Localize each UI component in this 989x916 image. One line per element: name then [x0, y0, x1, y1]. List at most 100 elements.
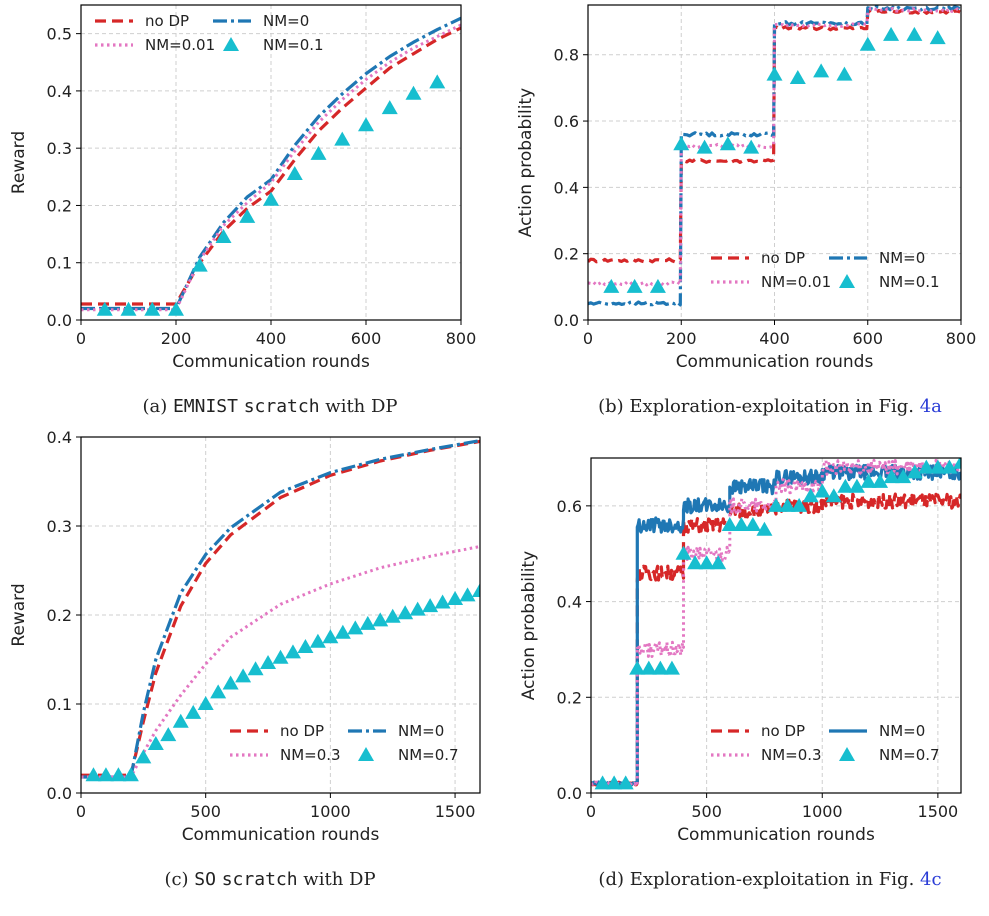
- marker-NM=0.7: [447, 590, 464, 605]
- marker-NM=0.1: [743, 139, 760, 154]
- x-tick-label: 1000: [802, 802, 843, 821]
- marker-NM=0.7: [895, 469, 912, 484]
- y-tick-label: 0.4: [554, 178, 579, 197]
- legend-label: NM=0.7: [398, 746, 459, 764]
- marker-NM=0.1: [263, 191, 279, 206]
- x-axis-label: Communication rounds: [676, 352, 874, 372]
- x-axis-label: Communication rounds: [182, 825, 380, 845]
- caption-part: with DP: [298, 869, 376, 890]
- x-tick-label: 200: [666, 329, 697, 348]
- y-tick-label: 0.2: [554, 245, 579, 264]
- marker-NM=0.7: [848, 478, 865, 493]
- series-line-NM=0: [81, 439, 480, 779]
- marker-NM=0.1: [334, 131, 351, 146]
- series-line-no DP: [591, 492, 961, 787]
- marker-NM=0.1: [906, 26, 923, 41]
- marker-NM=0.7: [260, 655, 277, 670]
- marker-NM=0.7: [235, 668, 252, 683]
- marker-NM=0.1: [191, 257, 208, 272]
- legend-label: NM=0: [879, 722, 925, 740]
- x-tick-label: 500: [190, 802, 221, 821]
- y-tick-label: 0.6: [554, 112, 579, 131]
- marker-NM=0.1: [120, 301, 137, 316]
- chart-c: 0 500 1000 1500 0.0 0.1 0.2 0.3 0.4 Communication…: [9, 428, 481, 890]
- marker-NM=0.1: [405, 85, 422, 100]
- legend-label: NM=0: [398, 722, 444, 740]
- marker-NM=0.7: [185, 704, 202, 719]
- marker-NM=0.7: [247, 661, 264, 676]
- axes-frame: [80, 4, 462, 321]
- y-tick-label: 0.2: [47, 606, 72, 625]
- marker-NM=0.7: [941, 459, 958, 474]
- marker-NM=0.1: [215, 228, 232, 243]
- marker-NM=0.7: [675, 545, 692, 560]
- caption-part: (c): [164, 869, 194, 890]
- legend-label: no DP: [280, 722, 324, 740]
- marker-NM=0.1: [696, 139, 713, 154]
- marker-NM=0.1: [813, 63, 830, 78]
- marker-NM=0.1: [673, 136, 690, 151]
- marker-NM=0.7: [384, 608, 401, 623]
- legend-label: NM=0.3: [280, 746, 341, 764]
- x-tick-label: 0: [586, 802, 596, 821]
- marker-NM=0.1: [883, 26, 900, 41]
- marker-NM=0.7: [434, 594, 451, 609]
- marker-NM=0.7: [594, 775, 611, 790]
- marker-NM=0.7: [309, 633, 326, 648]
- x-tick-label: 0: [76, 802, 86, 821]
- marker-NM=0.7: [347, 620, 364, 635]
- marker-NM=0.7: [929, 459, 946, 474]
- figure-ref-link: 4a: [920, 396, 942, 417]
- y-tick-label: 0.0: [554, 311, 579, 330]
- marker-NM=0.7: [409, 601, 426, 616]
- y-axis-label: Action probability: [516, 88, 536, 237]
- y-tick-label: 0.6: [557, 497, 582, 516]
- marker-NM=0.7: [197, 696, 214, 710]
- subfigure-caption: (c) SO scratch with DP: [164, 869, 375, 890]
- marker-NM=0.7: [359, 615, 376, 630]
- legend-label: NM=0: [879, 249, 925, 267]
- marker-NM=0.7: [663, 660, 680, 675]
- marker-NM=0.1: [286, 165, 303, 180]
- marker-NM=0.1: [239, 208, 256, 223]
- series-line-NM=0: [591, 463, 961, 787]
- marker-NM=0.7: [640, 660, 657, 675]
- caption-part: SO: [194, 869, 216, 890]
- axes-frame: [80, 436, 481, 794]
- series-line-no DP: [81, 439, 480, 777]
- marker-NM=0.1: [168, 301, 184, 316]
- x-tick-label: 1500: [918, 802, 959, 821]
- caption-part: EMNIST: [173, 396, 238, 417]
- marker-NM=0.7: [459, 587, 476, 602]
- plot-area: [588, 5, 961, 307]
- marker-NM=0.7: [906, 464, 923, 479]
- x-tick-label: 500: [691, 802, 722, 821]
- marker-NM=0.1: [859, 36, 876, 51]
- axes-frame: [587, 4, 962, 321]
- chart-a: 0 200 400 600 800 0.0 0.1 0.2 0.3 0.4 0.5 Communica…: [9, 4, 477, 417]
- marker-NM=0.7: [733, 517, 750, 531]
- marker-NM=0.7: [297, 639, 314, 654]
- legend-marker-NM=0.7: [839, 747, 855, 761]
- marker-NM=0.7: [744, 517, 761, 531]
- marker-NM=0.7: [397, 605, 414, 620]
- subfigure-caption: (a) EMNIST scratch with DP: [142, 396, 397, 417]
- legend-label: no DP: [761, 722, 805, 740]
- x-tick-label: 600: [852, 329, 883, 348]
- marker-NM=0.7: [802, 488, 819, 503]
- marker-NM=0.7: [698, 555, 715, 570]
- marker-NM=0.7: [721, 517, 738, 531]
- marker-NM=0.7: [334, 624, 351, 639]
- series-line-NM=0.01: [81, 23, 461, 312]
- marker-NM=0.1: [96, 301, 113, 316]
- marker-NM=0.7: [172, 713, 189, 728]
- caption-part: (a): [142, 396, 173, 417]
- marker-NM=0.1: [310, 145, 327, 160]
- y-tick-label: 0.4: [557, 593, 582, 612]
- x-tick-label: 1000: [310, 802, 351, 821]
- marker-NM=0.7: [210, 684, 227, 699]
- x-tick-label: 800: [446, 329, 477, 348]
- legend-label: NM=0.01: [145, 36, 215, 54]
- legend-label: NM=0.7: [879, 746, 940, 764]
